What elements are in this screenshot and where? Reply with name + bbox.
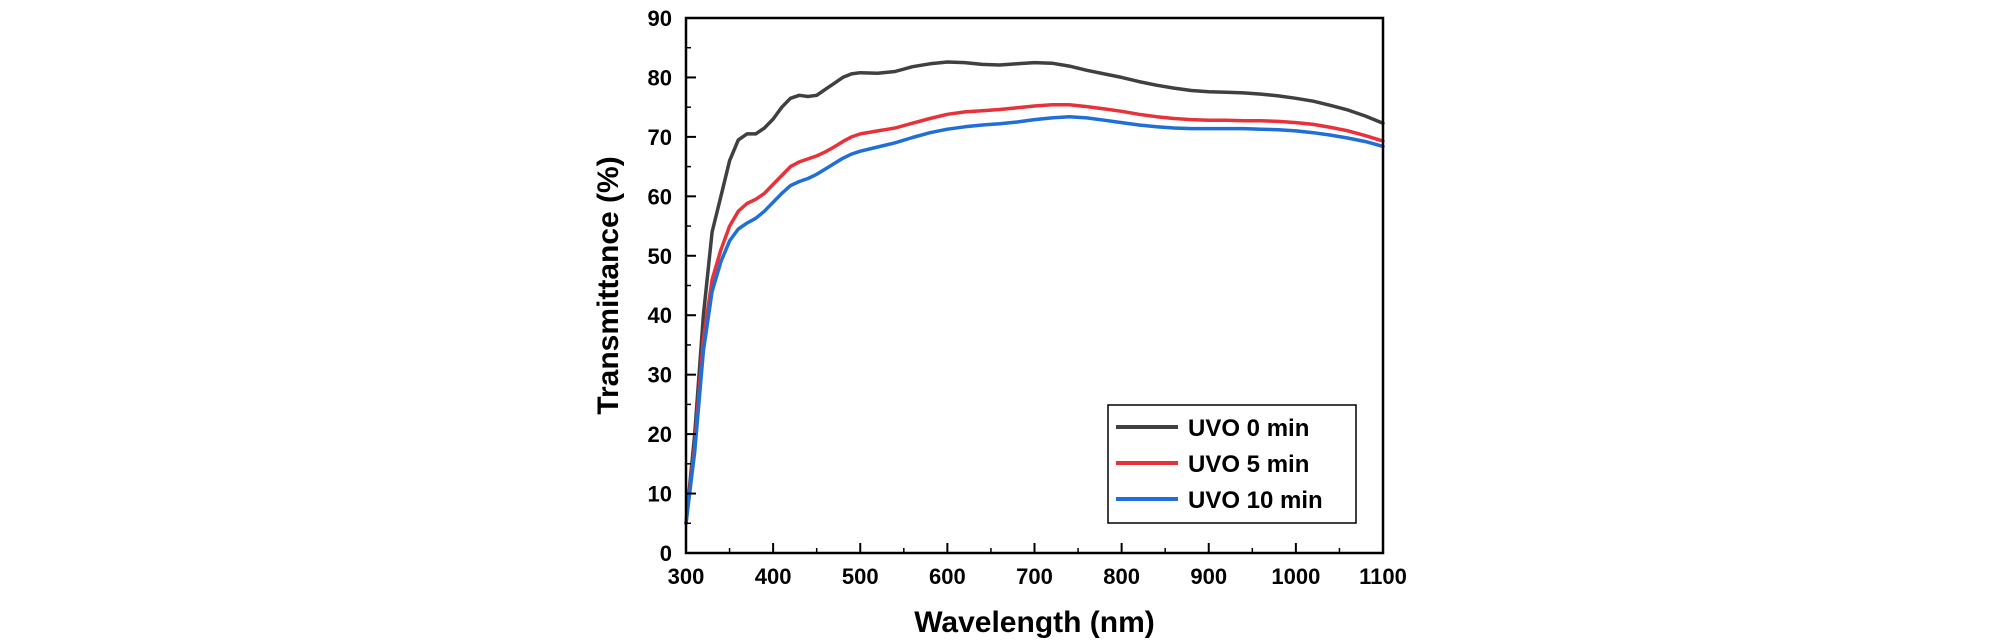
y-tick-label: 0	[660, 541, 672, 566]
x-tick-label: 300	[668, 564, 705, 589]
x-tick-label: 400	[755, 564, 792, 589]
series-layer	[684, 60, 1385, 526]
series-line-1	[684, 103, 1385, 526]
ticks-layer: 300 400 500 600 700 800 900 1000 1100 0 10 20 30 40 50…	[648, 6, 1407, 589]
x-axis-title: Wavelength (nm)	[914, 606, 1155, 639]
legend: UVO 0 min UVO 5 min UVO 10 min	[1107, 404, 1357, 524]
y-tick-label: 30	[648, 363, 672, 388]
y-tick-label: 10	[648, 482, 672, 507]
legend-label: UVO 0 min	[1188, 415, 1309, 442]
y-tick-label: 50	[648, 244, 672, 269]
y-tick-label: 90	[648, 6, 672, 31]
x-tick-label: 500	[842, 564, 879, 589]
y-axis-title: Transmittance (%)	[592, 156, 625, 414]
y-tick-label: 40	[648, 303, 672, 328]
x-tick-label: 600	[929, 564, 966, 589]
x-tick-label: 900	[1190, 564, 1227, 589]
y-tick-label: 20	[648, 422, 672, 447]
y-tick-label: 80	[648, 65, 672, 90]
legend-label: UVO 10 min	[1188, 487, 1323, 514]
x-tick-label: 1100	[1359, 564, 1407, 589]
x-tick-label: 1000	[1271, 564, 1320, 589]
legend-label: UVO 5 min	[1188, 451, 1309, 478]
series-line-0	[684, 60, 1385, 526]
series-line-2	[684, 114, 1385, 526]
x-tick-label: 700	[1016, 564, 1053, 589]
y-tick-label: 60	[648, 184, 672, 209]
x-tick-label: 800	[1103, 564, 1140, 589]
y-tick-label: 70	[648, 125, 672, 150]
